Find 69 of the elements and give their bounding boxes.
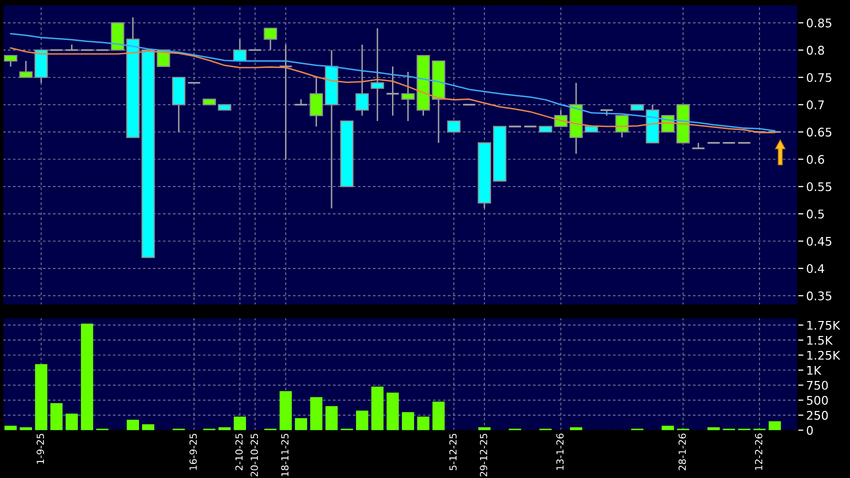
x-tick-label: 16-9-25: [189, 434, 197, 470]
bar: [402, 412, 414, 430]
x-tick-label: 20-10-25: [250, 434, 258, 476]
bar: [66, 414, 78, 430]
bar: [386, 392, 399, 430]
y-tick-label: 0.7: [806, 100, 824, 110]
y-tick-label: 0.55: [806, 182, 832, 192]
bar: [280, 391, 292, 430]
y-tick-label: 0.75: [806, 73, 832, 82]
y-tick-label: 1K: [807, 366, 822, 375]
x-tick-label: 29-12-25: [480, 434, 488, 476]
bar: [126, 420, 139, 430]
y-tick-label: 1.75K: [807, 320, 840, 330]
bar: [80, 324, 94, 430]
y-tick-label: 0.4: [806, 264, 824, 274]
candlestick: [233, 38, 247, 62]
y-tick-label: 0.5: [806, 210, 824, 218]
bar: [432, 402, 445, 430]
y-tick-label: 250: [806, 410, 828, 420]
y-tick-label: 750: [807, 380, 828, 390]
bar: [708, 427, 720, 430]
y-tick-label: 0.8: [806, 46, 824, 55]
x-tick-label: 12-2-26: [754, 434, 762, 470]
candlestick: [64, 44, 79, 51]
bar: [371, 386, 384, 430]
candlestick: [401, 71, 415, 122]
line-series: [10, 33, 776, 132]
y-tick-label: 500: [806, 396, 828, 405]
candlestick: [310, 76, 323, 128]
bar: [662, 426, 674, 430]
y-tick-label: 0.85: [806, 18, 832, 28]
candlestick: [691, 142, 706, 150]
bar: [356, 410, 368, 430]
bar: [50, 403, 63, 430]
x-tick-label: 1-9-25: [36, 434, 44, 464]
x-tick-label: 13-1-26: [556, 434, 564, 470]
bar: [768, 421, 781, 430]
bar: [294, 418, 308, 430]
candlestick: [19, 60, 33, 78]
bar: [234, 416, 246, 430]
line-series: [10, 47, 776, 134]
x-tick-label: 28-1-26: [678, 434, 686, 470]
x-tick-label: 5-12-25: [449, 434, 457, 470]
y-tick-label: 0.35: [806, 291, 832, 300]
bar: [20, 427, 32, 430]
candlestick: [386, 66, 400, 116]
bar: [325, 406, 338, 430]
y-tick-label: 1.25K: [807, 350, 840, 360]
y-tick-label: 0: [806, 426, 813, 435]
x-tick-label: 2-10-25: [235, 434, 243, 470]
candlestick: [4, 54, 18, 68]
bar: [478, 427, 491, 430]
candlestick: [370, 28, 384, 122]
bar: [570, 427, 582, 430]
bar: [4, 426, 17, 430]
bar: [310, 397, 322, 430]
y-tick-label: 0.65: [806, 128, 832, 137]
bar: [35, 364, 48, 430]
candlestick: [447, 120, 461, 133]
candlestick: [355, 44, 369, 116]
bar: [142, 424, 154, 430]
y-tick-label: 0.45: [806, 236, 832, 246]
candlestick: [615, 114, 629, 138]
candlestick: [264, 28, 278, 51]
x-tick-label: 18-11-25: [281, 434, 289, 476]
bar: [417, 416, 430, 430]
y-tick-label: 1.5K: [807, 336, 833, 345]
bar: [218, 427, 231, 430]
y-tick-label: 0.6: [806, 154, 824, 164]
